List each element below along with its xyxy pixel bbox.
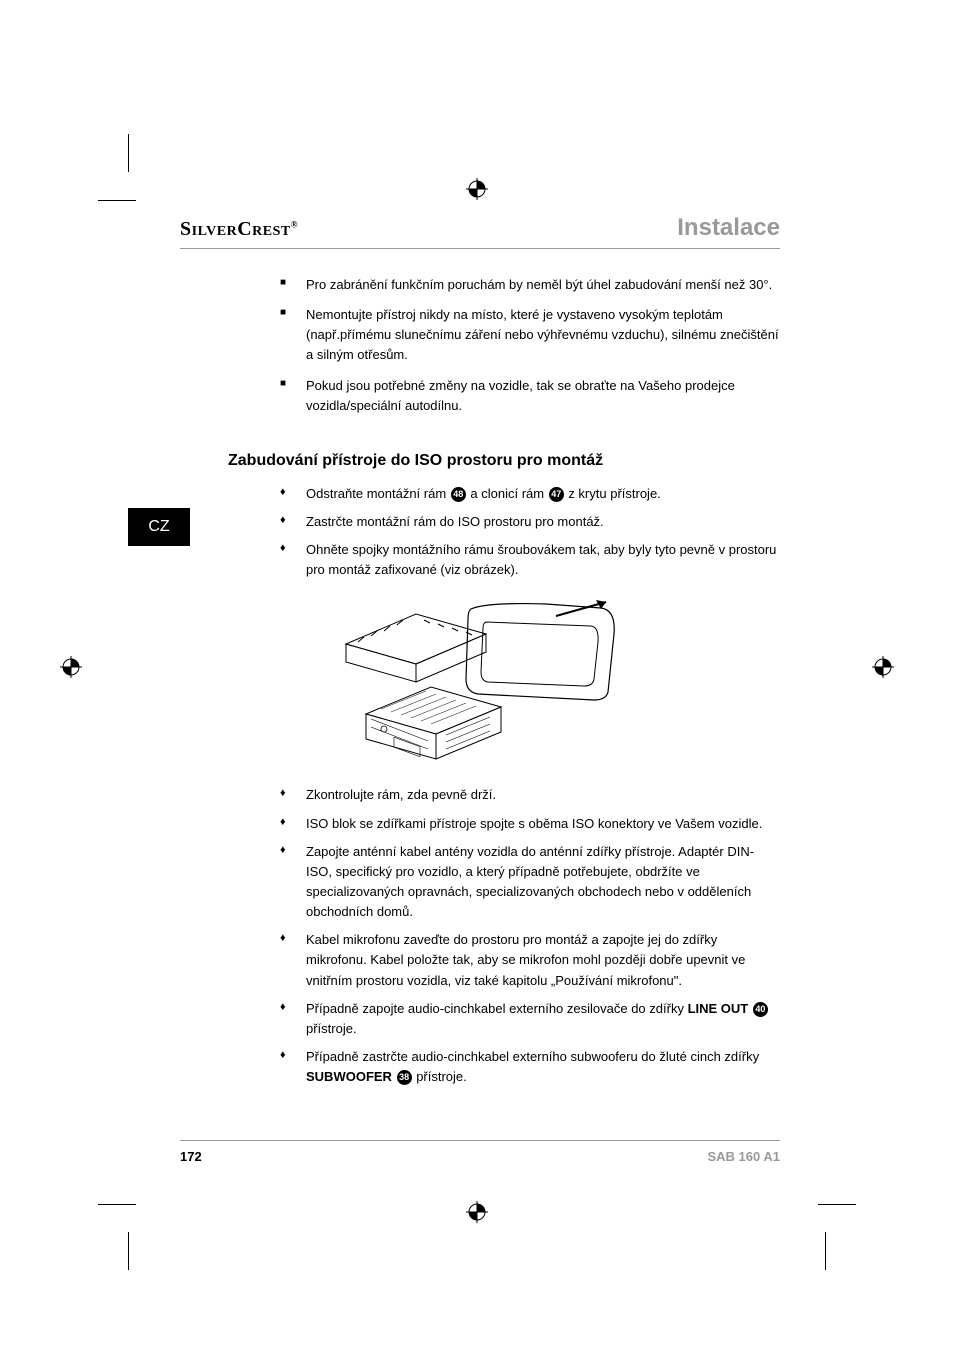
- warning-list: Pro zabránění funkčním poruchám by neměl…: [180, 275, 780, 416]
- crop-mark: [128, 1232, 129, 1270]
- ref-number: 38: [397, 1070, 412, 1085]
- crop-mark: [825, 1232, 826, 1270]
- bold-label: LINE OUT: [688, 1001, 749, 1016]
- ref-number: 47: [549, 487, 564, 502]
- registration-mark-bottom: [466, 1201, 488, 1228]
- page-content: SilverCrest® Instalace Pro zabránění fun…: [180, 214, 780, 1095]
- instruction-item: ISO blok se zdířkami přístroje spojte s …: [280, 814, 780, 834]
- warning-item: Pro zabránění funkčním poruchám by neměl…: [280, 275, 780, 295]
- instruction-list-bottom: Zkontrolujte rám, zda pevně drží. ISO bl…: [180, 785, 780, 1087]
- instruction-item: Případně zapojte audio-cinchkabel extern…: [280, 999, 780, 1039]
- brand-part2: Crest: [237, 218, 291, 240]
- crop-mark: [98, 1204, 136, 1205]
- text: přístroje.: [413, 1069, 467, 1084]
- page-number: 172: [180, 1149, 202, 1164]
- registration-mark-left: [60, 656, 82, 683]
- instruction-item: Zastrčte montážní rám do ISO prostoru pr…: [280, 512, 780, 532]
- instruction-item: Zapojte anténní kabel antény vozidla do …: [280, 842, 780, 923]
- ref-number: 40: [753, 1002, 768, 1017]
- page-footer: 172 SAB 160 A1: [180, 1140, 780, 1164]
- warning-item: Nemontujte přístroj nikdy na místo, kter…: [280, 305, 780, 365]
- section-title: Instalace: [677, 214, 780, 242]
- instruction-item: Případně zastrčte audio-cinchkabel exter…: [280, 1047, 780, 1087]
- instruction-item: Kabel mikrofonu zaveďte do prostoru pro …: [280, 930, 780, 990]
- bold-label: SUBWOOFER: [306, 1069, 392, 1084]
- ref-number: 48: [451, 487, 466, 502]
- text: Případně zapojte audio-cinchkabel extern…: [306, 1001, 688, 1016]
- registration-mark-right: [872, 656, 894, 683]
- registration-mark-top: [466, 178, 488, 205]
- text: a clonicí rám: [467, 486, 548, 501]
- instruction-item: Ohněte spojky montážního rámu šroubováke…: [280, 540, 780, 580]
- subheading: Zabudování přístroje do ISO prostoru pro…: [180, 452, 780, 470]
- crop-mark: [128, 134, 129, 172]
- crop-mark: [98, 200, 136, 201]
- instruction-item: Odstraňte montážní rám 48 a clonicí rám …: [280, 484, 780, 504]
- brand-logo: SilverCrest®: [180, 218, 298, 241]
- installation-diagram: [306, 594, 626, 769]
- instruction-item: Zkontrolujte rám, zda pevně drží.: [280, 785, 780, 805]
- text: přístroje.: [306, 1021, 357, 1036]
- crop-mark: [818, 1204, 856, 1205]
- text: Odstraňte montážní rám: [306, 486, 450, 501]
- warning-item: Pokud jsou potřebné změny na vozidle, ta…: [280, 376, 780, 416]
- model-number: SAB 160 A1: [708, 1149, 781, 1164]
- brand-part1: Silver: [180, 218, 237, 240]
- brand-mark: ®: [291, 219, 298, 229]
- text: z krytu přístroje.: [565, 486, 661, 501]
- page-header: SilverCrest® Instalace: [180, 214, 780, 249]
- text: Případně zastrčte audio-cinchkabel exter…: [306, 1049, 759, 1064]
- instruction-list-top: Odstraňte montážní rám 48 a clonicí rám …: [180, 484, 780, 581]
